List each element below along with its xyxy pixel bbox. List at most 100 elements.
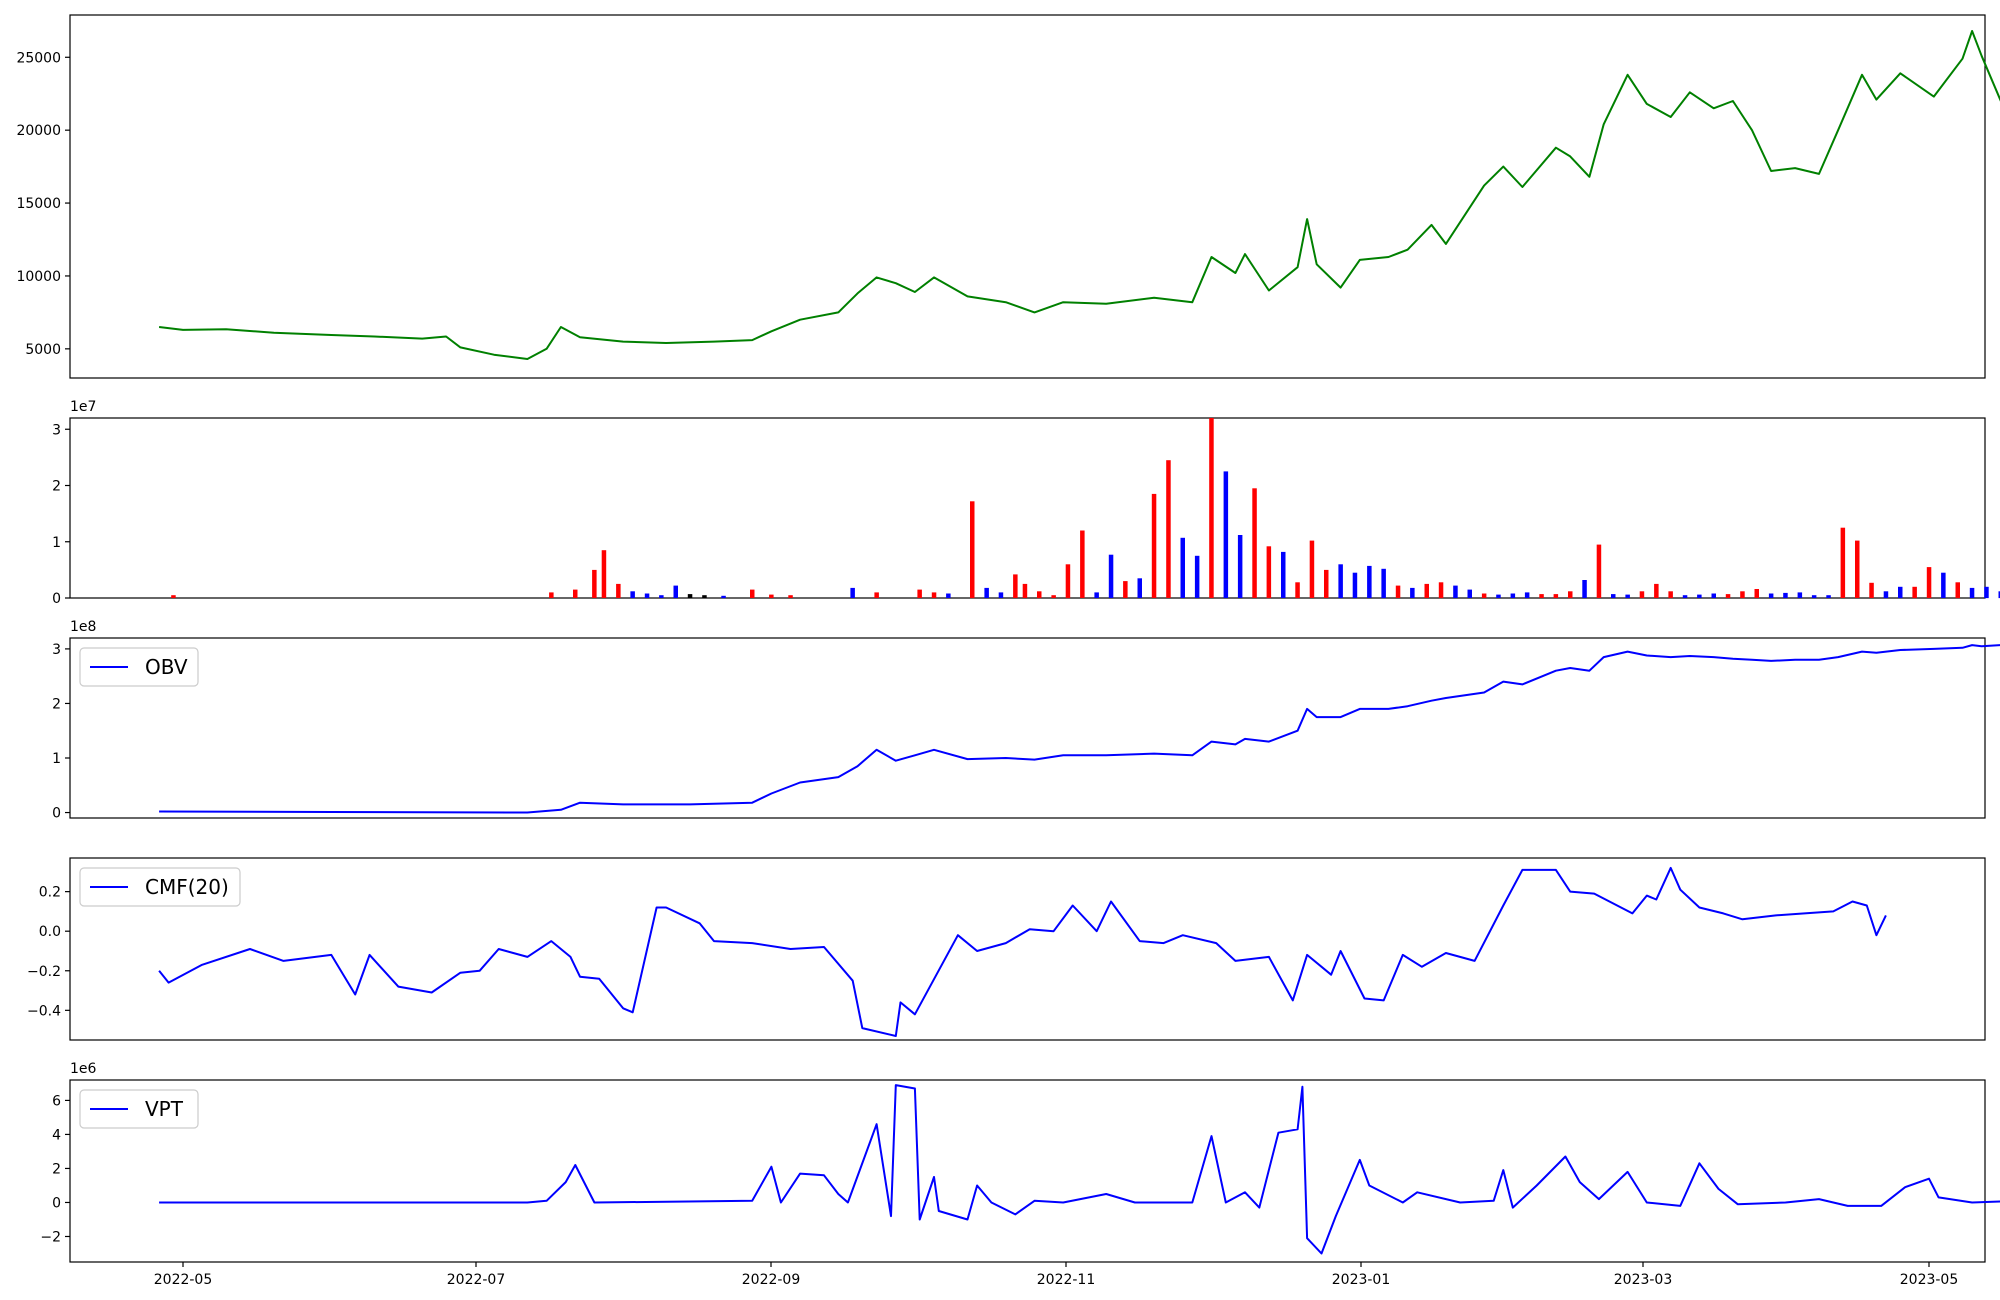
y-tick-label: 6: [52, 1093, 61, 1109]
legend-box: [79, 867, 241, 907]
y-tick-label: −2: [40, 1229, 61, 1245]
volume-bar: [702, 595, 707, 598]
volume-bar: [1539, 594, 1544, 598]
volume-bar: [1984, 586, 1989, 599]
volume-bar: [1596, 544, 1602, 598]
y-tick-label: 2: [52, 696, 61, 712]
volume-bar: [1037, 591, 1042, 599]
volume-bar: [1467, 589, 1472, 598]
y-tick-label: 0: [52, 591, 61, 607]
volume-bar: [1955, 582, 1960, 599]
volume-bar: [1582, 580, 1587, 598]
y-tick-label: 3: [52, 642, 61, 658]
obv-series-line: [159, 644, 2000, 814]
y-tick-label: −0.4: [27, 1003, 61, 1019]
volume-bar: [1668, 591, 1673, 599]
volume-bar: [1381, 568, 1386, 599]
volume-bar: [1309, 540, 1315, 598]
x-tick-label: 2023-05: [1900, 1272, 1959, 1288]
volume-bar: [1654, 583, 1659, 598]
volume-bar: [1883, 591, 1889, 599]
volume-bar: [1180, 537, 1185, 598]
legend: CMF(20): [79, 867, 241, 907]
x-tick-label: 2022-09: [742, 1272, 801, 1288]
y-tick-label: 25000: [16, 50, 61, 66]
volume-bar: [1065, 564, 1071, 599]
volume-bar: [1697, 594, 1702, 598]
volume-bar: [1941, 572, 1946, 598]
x-tick-label: 2022-05: [154, 1272, 213, 1288]
volume-bar: [1367, 565, 1372, 598]
y-tick-label: 10000: [16, 269, 61, 285]
volume-bar: [850, 587, 855, 598]
volume-bar: [1797, 592, 1803, 598]
legend: VPT: [79, 1089, 199, 1129]
volume-bar: [1395, 585, 1401, 598]
volume-bar: [1826, 595, 1831, 598]
volume-bar: [1524, 592, 1530, 598]
axis-offset-label: 1e6: [70, 1061, 97, 1077]
volume-bar: [1223, 471, 1229, 598]
volume-bar: [1123, 581, 1128, 598]
y-tick-label: 4: [52, 1127, 61, 1143]
volume-bar: [1625, 594, 1630, 598]
legend-label: OBV: [145, 655, 188, 679]
volume-bar: [984, 587, 989, 598]
volume-bar: [1338, 564, 1343, 599]
y-tick-label: 0: [52, 806, 61, 822]
cmf-axes-frame: [69, 857, 1986, 1041]
volume-bar: [630, 591, 635, 599]
volume-bar: [1252, 488, 1257, 598]
volume-bar: [931, 592, 937, 598]
y-tick-label: −0.2: [27, 964, 61, 980]
y-tick-label: 1: [52, 535, 61, 551]
cmf-series-line: [158, 866, 1887, 1037]
y-tick-label: 20000: [16, 123, 61, 139]
volume-bar: [171, 595, 176, 598]
legend-label: VPT: [145, 1097, 184, 1121]
y-tick-label: 5000: [25, 342, 61, 358]
x-tick-label: 2023-03: [1614, 1272, 1673, 1288]
volume-bar: [1137, 578, 1142, 598]
volume-bar: [1969, 587, 1975, 598]
volume-bar: [788, 595, 793, 598]
x-tick-label: 2022-11: [1037, 1272, 1096, 1288]
volume-bar: [1051, 595, 1056, 598]
legend-label: CMF(20): [145, 875, 229, 899]
volume-bar: [1496, 594, 1501, 598]
volume-bar: [1424, 583, 1429, 598]
y-tick-label: 0.2: [39, 885, 61, 901]
volume-bar: [573, 589, 578, 598]
volume-bar: [917, 589, 922, 598]
volume-bar: [1553, 594, 1559, 598]
volume-bar: [1295, 582, 1300, 599]
volume-bar: [644, 593, 650, 598]
legend-box: [79, 647, 199, 687]
y-tick-label: 2: [52, 479, 61, 495]
volume-bar: [721, 595, 726, 599]
volume-bar: [1855, 540, 1860, 598]
volume-bar: [1611, 594, 1616, 598]
volume-bar: [1725, 594, 1731, 598]
volume-bar: [1237, 535, 1243, 598]
volume-bar: [592, 569, 597, 598]
y-tick-label: 15000: [16, 196, 61, 212]
x-tick-label: 2022-07: [447, 1272, 506, 1288]
axis-offset-label: 1e7: [70, 399, 96, 415]
volume-bar: [1998, 591, 2000, 599]
volume-bar: [1410, 587, 1415, 598]
volume-bar: [1754, 589, 1759, 598]
volume-bar: [1352, 572, 1358, 598]
y-tick-label: 0: [52, 1195, 61, 1211]
volume-bar: [1740, 591, 1745, 599]
volume-bar: [946, 593, 951, 598]
x-tick-label: 2023-01: [1332, 1272, 1391, 1288]
legend: OBV: [79, 647, 199, 687]
axis-offset-label: 1e8: [70, 619, 96, 635]
volume-bar: [1811, 595, 1817, 598]
volume-bar: [970, 501, 975, 599]
volume-bar: [1926, 567, 1932, 598]
y-tick-label: 0.0: [39, 924, 61, 940]
volume-bar: [1711, 593, 1716, 598]
